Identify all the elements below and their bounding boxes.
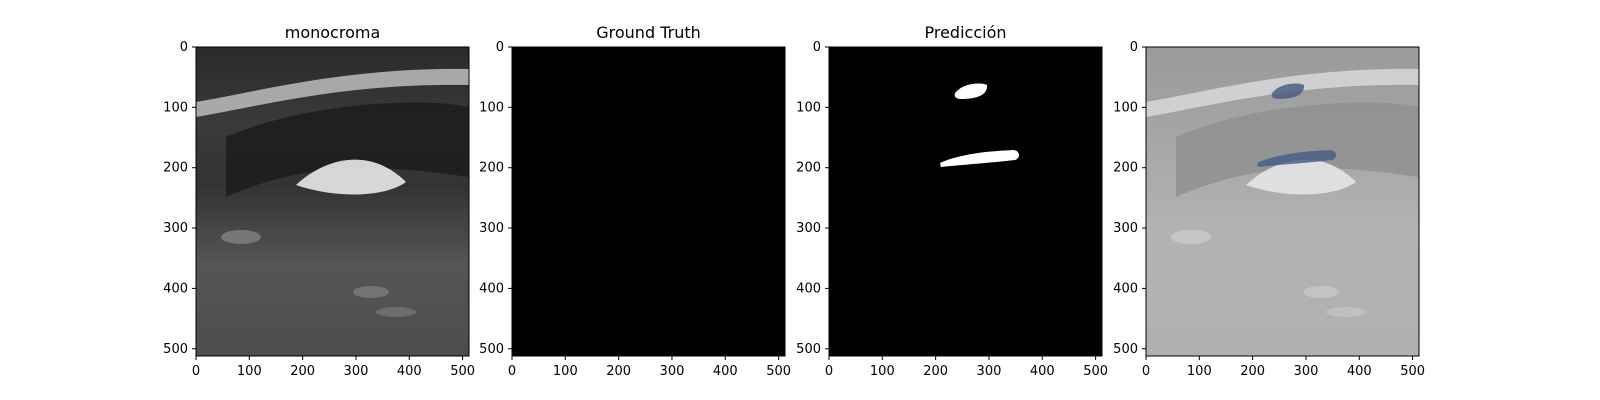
x-tick-label: 500 <box>1400 364 1425 379</box>
y-tick-label: 100 <box>479 100 504 115</box>
y-tick-label: 100 <box>796 100 821 115</box>
axes-frame <box>511 46 786 357</box>
x-tick-label: 500 <box>1083 364 1108 379</box>
image-panel-4: 0 100 200 300 400 500 0 100 200 300 400 500 <box>1110 20 1440 400</box>
x-tick-label: 400 <box>1030 364 1055 379</box>
x-tick-label: 100 <box>553 364 578 379</box>
panel-plot: 0 100 200 300 400 500 0 100 200 300 400 500 <box>796 40 1108 379</box>
y-tick-label: 400 <box>163 281 188 296</box>
x-tick-label: 400 <box>397 364 422 379</box>
mask-region-upper <box>1271 83 1305 99</box>
axes-frame <box>828 46 1103 357</box>
segmentation-mask <box>1257 83 1337 167</box>
image-panel-2: 0 100 200 300 400 500 0 100 200 300 400 500 Ground T… <box>476 20 806 400</box>
x-tick-label: 300 <box>1294 364 1319 379</box>
y-tick-label: 200 <box>796 161 821 176</box>
panel-title: Predicción <box>924 23 1007 42</box>
x-tick-label: 0 <box>825 364 833 379</box>
y-tick-label: 200 <box>1113 161 1138 176</box>
y-tick-label: 0 <box>813 40 821 55</box>
y-tick-label: 500 <box>1113 342 1138 357</box>
image-panel-1: 0 100 200 300 400 500 0 100 200 300 400 500 monocrom… <box>160 20 490 400</box>
x-tick-label: 200 <box>1240 364 1265 379</box>
y-tick-label: 300 <box>163 221 188 236</box>
panel-plot: 0 100 200 300 400 500 0 100 200 300 400 500 <box>163 40 475 379</box>
x-tick-label: 200 <box>606 364 631 379</box>
x-tick-label: 100 <box>237 364 262 379</box>
y-tick-label: 400 <box>479 281 504 296</box>
x-tick-label: 200 <box>923 364 948 379</box>
y-tick-label: 100 <box>1113 100 1138 115</box>
x-tick-label: 400 <box>713 364 738 379</box>
y-tick-label: 0 <box>496 40 504 55</box>
x-tick-label: 300 <box>977 364 1002 379</box>
x-tick-label: 0 <box>508 364 516 379</box>
mask-region-upper <box>954 83 988 99</box>
x-tick-label: 0 <box>1142 364 1150 379</box>
panel-title: monocroma <box>284 23 381 42</box>
axes-frame <box>195 46 470 357</box>
y-tick-label: 0 <box>1130 40 1138 55</box>
y-tick-label: 500 <box>479 342 504 357</box>
x-tick-label: 300 <box>660 364 685 379</box>
mask-region-lower <box>940 150 1020 167</box>
y-tick-label: 400 <box>796 281 821 296</box>
y-tick-label: 300 <box>479 221 504 236</box>
segmentation-mask <box>940 83 1020 167</box>
panel-plot: 0 100 200 300 400 500 0 100 200 300 400 500 <box>1113 40 1425 379</box>
axes-frame <box>1145 46 1420 357</box>
y-tick-label: 200 <box>163 161 188 176</box>
y-tick-label: 0 <box>180 40 188 55</box>
panel-plot: 0 100 200 300 400 500 0 100 200 300 400 500 <box>479 40 791 379</box>
y-tick-label: 100 <box>163 100 188 115</box>
y-tick-label: 200 <box>479 161 504 176</box>
x-tick-label: 500 <box>766 364 791 379</box>
y-tick-label: 500 <box>796 342 821 357</box>
x-tick-label: 200 <box>290 364 315 379</box>
y-tick-label: 500 <box>163 342 188 357</box>
mask-background <box>512 47 785 356</box>
x-tick-label: 500 <box>450 364 475 379</box>
y-tick-label: 300 <box>796 221 821 236</box>
image-panel-3: 0 100 200 300 400 500 0 100 200 300 400 500 Predicci… <box>793 20 1123 400</box>
x-tick-label: 300 <box>344 364 369 379</box>
x-tick-label: 100 <box>1187 364 1212 379</box>
panel-title: Ground Truth <box>596 23 701 42</box>
y-tick-label: 400 <box>1113 281 1138 296</box>
ultrasound-image <box>196 47 469 356</box>
y-tick-label: 300 <box>1113 221 1138 236</box>
x-tick-label: 0 <box>192 364 200 379</box>
x-tick-label: 400 <box>1347 364 1372 379</box>
mask-region-lower <box>1257 150 1337 167</box>
x-tick-label: 100 <box>870 364 895 379</box>
ultrasound-image <box>1146 47 1419 356</box>
